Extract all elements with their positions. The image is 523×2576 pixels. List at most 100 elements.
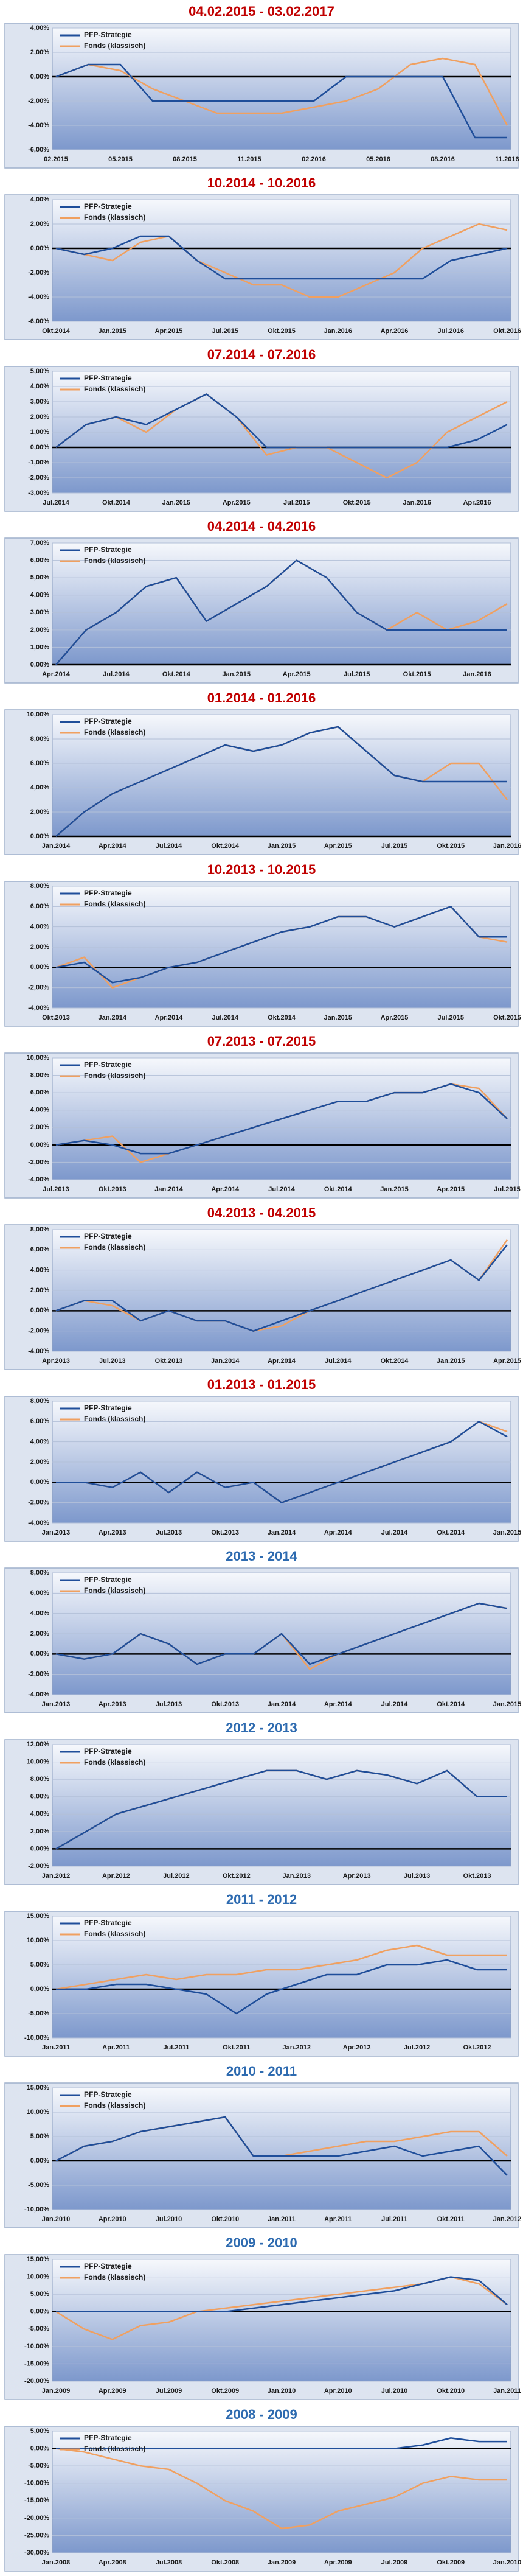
x-tick-label: Jul.2010 [381, 2387, 407, 2395]
y-tick-label: 1,00% [30, 643, 49, 651]
x-tick-label: Jan.2008 [42, 2559, 70, 2566]
series-line [55, 223, 508, 298]
y-tick-label: -2,00% [28, 1671, 49, 1678]
x-tick-label: Okt.2011 [223, 2044, 250, 2051]
y-tick-label: 4,00% [30, 1267, 49, 1274]
x-tick-label: Jul.2014 [156, 842, 182, 850]
x-tick-label: Apr.2014 [99, 842, 127, 850]
y-tick-label: 6,00% [30, 1089, 49, 1096]
legend-label: Fonds (klassisch) [84, 1243, 145, 1251]
x-tick-label: Jul.2013 [156, 1701, 182, 1708]
x-tick-label: Okt.2015 [343, 499, 371, 506]
chart-title: 2012 - 2013 [226, 1720, 297, 1735]
legend-label: Fonds (klassisch) [84, 2273, 145, 2281]
x-tick-label: Apr.2008 [99, 2559, 126, 2566]
legend-label: Fonds (klassisch) [84, 1071, 145, 1080]
y-tick-label: 0,00% [30, 1986, 49, 1993]
series-line [55, 1944, 507, 1990]
x-tick-label: Okt.2009 [437, 2559, 465, 2566]
x-tick-label: Jul.2016 [438, 327, 464, 335]
x-tick-label: Okt.2014 [437, 1529, 465, 1536]
y-tick-label: 5,00% [30, 368, 49, 375]
y-tick-label: 4,00% [30, 1810, 49, 1818]
x-tick-label: Jul.2014 [381, 1701, 408, 1708]
x-tick-label: Apr.2010 [99, 2216, 126, 2223]
x-tick-label: Jan.2013 [282, 1872, 310, 1880]
y-tick-label: -4,00% [28, 1519, 49, 1527]
legend-label: Fonds (klassisch) [84, 1930, 145, 1938]
y-tick-label: 5,00% [30, 2133, 49, 2140]
x-tick-label: Okt.2014 [102, 499, 131, 506]
y-tick-label: 10,00% [27, 2109, 50, 2116]
series-line [55, 235, 508, 280]
y-tick-label: 4,00% [30, 383, 49, 390]
x-tick-label: Jul.2009 [156, 2387, 182, 2395]
y-tick-label: 10,00% [27, 2273, 50, 2280]
x-tick-label: Okt.2015 [403, 671, 431, 678]
x-tick-label: Jul.2015 [438, 1014, 464, 1021]
y-tick-label: -2,00% [28, 97, 49, 105]
x-tick-label: Apr.2015 [223, 499, 251, 506]
legend-label: PFP-Strategie [84, 717, 132, 726]
y-tick-label: 0,00% [30, 2157, 49, 2165]
x-tick-label: Okt.2015 [437, 842, 465, 850]
legend-label: Fonds (klassisch) [84, 1758, 145, 1766]
y-tick-label: 4,00% [30, 24, 49, 32]
x-tick-label: Apr.2016 [381, 327, 409, 335]
x-tick-label: Jan.2015 [268, 842, 296, 850]
legend-label: PFP-Strategie [84, 202, 132, 211]
x-tick-label: Jan.2014 [268, 1701, 296, 1708]
x-tick-label: Jul.2015 [344, 671, 370, 678]
x-tick-label: Jan.2009 [268, 2559, 296, 2566]
y-tick-label: 2,00% [30, 413, 49, 421]
x-tick-label: Jan.2014 [211, 1357, 240, 1365]
series-line [56, 2437, 507, 2449]
legend-label: Fonds (klassisch) [84, 1586, 145, 1595]
series-line [55, 1244, 508, 1332]
series-line [55, 1602, 508, 1665]
y-tick-label: -4,00% [28, 293, 49, 301]
x-tick-label: Apr.2015 [283, 671, 311, 678]
x-tick-label: Apr.2011 [324, 2216, 352, 2223]
y-tick-label: 8,00% [30, 735, 49, 743]
chart-title: 2010 - 2011 [226, 2063, 297, 2079]
x-tick-label: Jul.2015 [212, 327, 238, 335]
y-tick-label: -10,00% [24, 2480, 49, 2487]
y-tick-label: 0,00% [30, 2445, 49, 2452]
chart-title: 01.2014 - 01.2016 [207, 690, 316, 705]
y-tick-label: 6,00% [30, 1793, 49, 1801]
y-tick-label: 5,00% [30, 2291, 49, 2298]
y-tick-label: -2,00% [28, 1863, 49, 1870]
y-tick-label: 0,00% [30, 245, 49, 252]
series-line [56, 2276, 508, 2312]
legend-label: PFP-Strategie [84, 545, 132, 554]
series-line [55, 2448, 507, 2530]
x-tick-label: Apr.2013 [99, 1529, 126, 1536]
chart-title: 07.2013 - 07.2015 [207, 1034, 316, 1049]
y-tick-label: 8,00% [30, 1398, 49, 1405]
y-tick-label: 5,00% [30, 574, 49, 581]
x-tick-label: Jan.2011 [268, 2216, 296, 2223]
x-tick-label: Okt.2015 [493, 1014, 521, 1021]
x-tick-label: Apr.2014 [155, 1014, 184, 1021]
x-tick-label: Jan.2012 [493, 2216, 521, 2223]
y-tick-label: -2,00% [28, 1158, 49, 1166]
x-tick-label: Okt.2012 [463, 2044, 491, 2051]
x-tick-label: Jul.2010 [156, 2216, 182, 2223]
legend-label: Fonds (klassisch) [84, 2445, 145, 2453]
y-tick-label: 3,00% [30, 609, 49, 616]
x-tick-label: 08.2015 [173, 156, 197, 163]
plot-area [52, 714, 511, 837]
series-line [56, 1421, 508, 1503]
x-tick-label: Jul.2014 [325, 1357, 352, 1365]
x-tick-label: Jan.2015 [437, 1357, 465, 1365]
y-tick-label: 2,00% [30, 1828, 49, 1835]
x-tick-label: Jul.2014 [268, 1186, 295, 1193]
x-tick-label: Apr.2014 [211, 1186, 240, 1193]
y-tick-label: -4,00% [28, 1691, 49, 1698]
y-tick-label: -5,00% [28, 2325, 49, 2333]
x-tick-label: Apr.2014 [268, 1357, 296, 1365]
y-tick-label: -3,00% [28, 489, 49, 497]
x-tick-label: Apr.2015 [493, 1357, 521, 1365]
y-tick-label: 6,00% [30, 1589, 49, 1597]
